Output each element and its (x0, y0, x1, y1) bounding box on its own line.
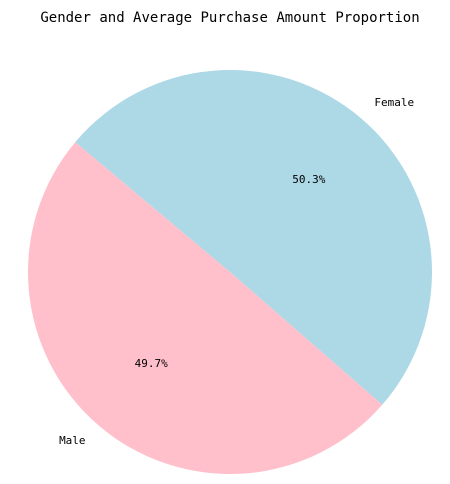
pie-slice-male (27, 142, 383, 475)
percent-label-female: 50.3% (292, 173, 325, 186)
category-label-female: Female (374, 96, 414, 109)
percent-label-male: 49.7% (135, 357, 168, 370)
chart-title: Gender and Average Purchase Amount Propo… (40, 10, 419, 26)
pie-slice-female (75, 70, 432, 405)
pie-slices (27, 70, 432, 475)
category-label-male: Male (59, 434, 86, 447)
pie-labels: 49.7% Male 50.3% Female (59, 96, 414, 447)
